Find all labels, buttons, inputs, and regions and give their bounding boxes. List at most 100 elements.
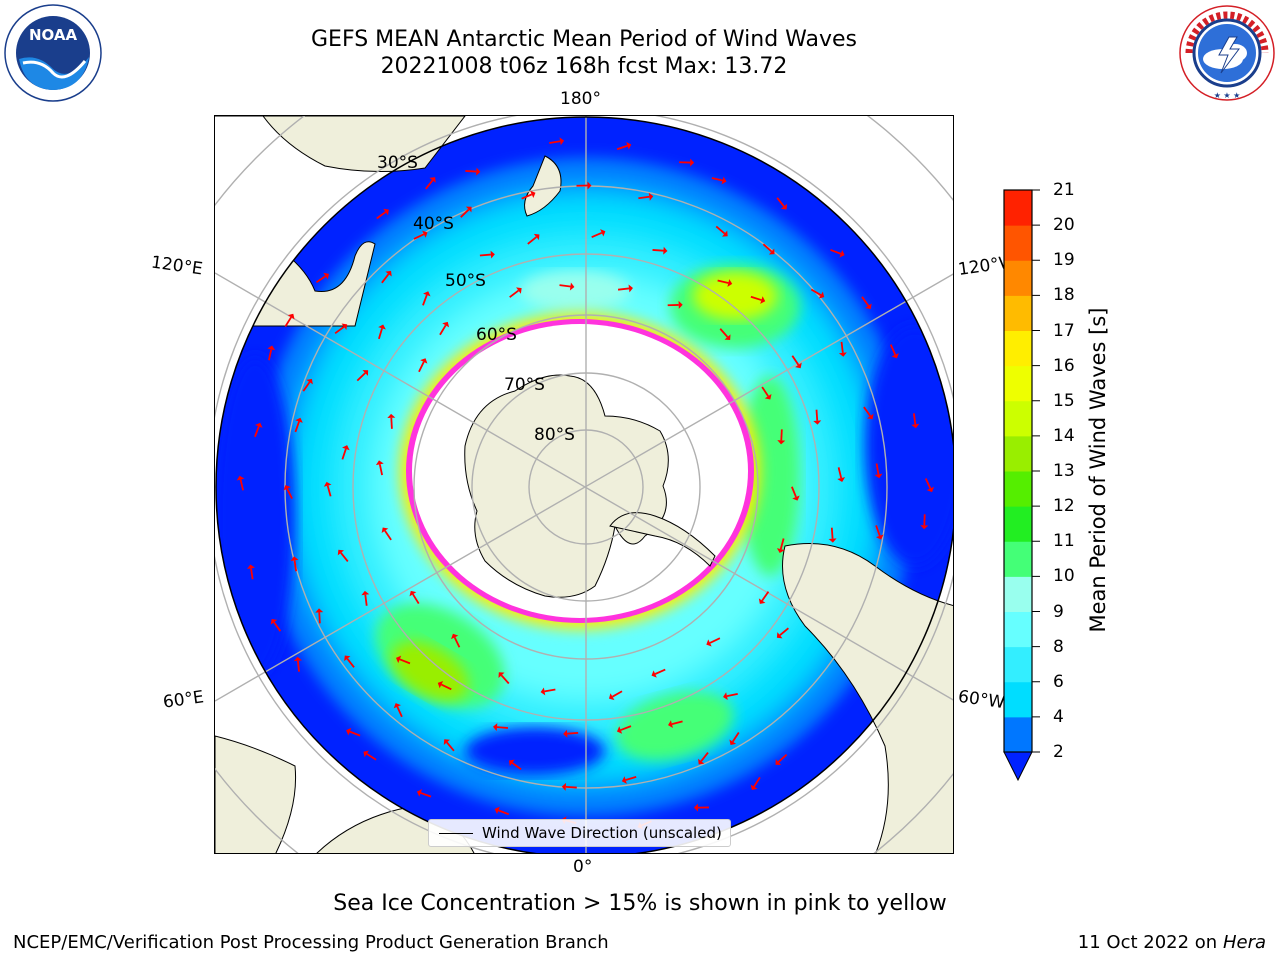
wave-arrow-shaft <box>791 486 797 498</box>
wave-arrow-head <box>530 190 536 199</box>
wave-arrow-head <box>337 549 345 556</box>
lon-label-180: 180° <box>560 89 601 109</box>
colorbar-band <box>1004 330 1032 367</box>
wave-arrow-shaft <box>446 741 455 752</box>
colorbar-band <box>1004 646 1032 683</box>
wave-arrow-shaft <box>638 195 650 200</box>
wave-arrow-head <box>508 759 515 767</box>
colorbar-band <box>1004 190 1032 226</box>
wave-arrow-shaft <box>239 479 244 491</box>
colorbar-band <box>1004 400 1032 437</box>
wave-arrow-shaft <box>366 753 377 761</box>
wave-arrow-shaft <box>521 193 533 200</box>
colorbar-band <box>1004 576 1032 612</box>
wave-arrow-head <box>267 345 276 351</box>
colorbar-tick-label: 13 <box>1053 461 1075 481</box>
wave-arrow-head <box>344 655 351 662</box>
wave-arrow-shaft <box>671 720 683 725</box>
wave-arrow-head <box>396 655 402 664</box>
colorbar-tick-label: 10 <box>1053 566 1075 587</box>
nws-logo-icon: ★ ★ ★ <box>1179 5 1275 101</box>
footer-date: 11 Oct 2022 on Hera <box>1078 932 1266 954</box>
wave-arrow-shaft <box>453 636 461 648</box>
wave-arrow-shaft <box>779 627 789 636</box>
wave-arrow-head <box>422 230 428 238</box>
wave-arrow-shaft <box>286 488 293 499</box>
wave-arrow-shaft <box>412 593 420 605</box>
wave-arrow-head <box>663 246 668 255</box>
wave-arrow-shaft <box>509 289 519 298</box>
wave-arrow-shaft <box>549 140 561 144</box>
wave-arrow-shaft <box>544 688 556 693</box>
wave-arrow-shaft <box>500 674 510 685</box>
wave-arrow-head <box>283 485 291 491</box>
wave-arrow-head <box>587 181 592 190</box>
wave-arrow-head <box>341 323 348 330</box>
wave-arrow-shaft <box>396 706 403 718</box>
wave-arrow-shaft <box>527 236 537 245</box>
wave-arrow-head <box>323 272 329 280</box>
wave-arrow-shaft <box>889 344 897 356</box>
wave-arrow-shaft <box>791 355 800 366</box>
wave-arrow-head <box>874 473 883 479</box>
wave-arrow-head <box>387 413 396 419</box>
wave-arrow-shaft <box>654 668 666 675</box>
colorbar-band <box>1004 471 1032 507</box>
wave-arrow-head <box>792 495 800 501</box>
lon-label-120e: 120°E <box>149 252 204 280</box>
colorbar-tick-label: 18 <box>1053 285 1075 306</box>
wave-arrow-shaft <box>250 568 254 580</box>
wave-arrow-head <box>818 291 825 299</box>
wave-arrow-shaft <box>815 409 819 421</box>
wave-arrow-shaft <box>715 225 726 235</box>
lon-label-60e: 60°E <box>161 687 206 713</box>
wave-arrow-shaft <box>616 144 628 151</box>
wave-arrow-head <box>498 672 505 678</box>
wave-arrow-head <box>516 287 522 294</box>
wave-arrow-shaft <box>268 349 273 361</box>
wave-arrow-shaft <box>378 328 383 340</box>
wave-arrow-shaft <box>837 467 843 479</box>
wave-arrow-shaft <box>349 730 361 737</box>
wave-arrow-head <box>490 250 495 259</box>
colorbar-tick-label: 16 <box>1053 355 1075 376</box>
wave-arrow-head <box>626 141 632 150</box>
wave-arrow-head <box>540 687 546 696</box>
wave-arrow-head <box>247 564 255 570</box>
wave-arrow-shaft <box>346 658 355 668</box>
wave-arrow-shaft <box>753 776 761 788</box>
wave-arrow-head <box>628 284 633 293</box>
wave-arrow-head <box>378 324 386 330</box>
wave-arrow-head <box>443 739 450 745</box>
wave-arrow-shaft <box>617 287 630 291</box>
colorbar-tick-label: 4 <box>1053 706 1064 727</box>
wave-arrow-shaft <box>620 725 632 731</box>
colorbar-tick-label: 21 <box>1053 180 1075 200</box>
wave-arrow-head <box>561 782 567 791</box>
wave-arrow-shaft <box>479 253 491 257</box>
colorbar-band <box>1004 611 1032 648</box>
wave-arrow-shaft <box>810 288 822 296</box>
wave-arrow-head <box>750 784 758 791</box>
figure-title: GEFS MEAN Antarctic Mean Period of Wind … <box>311 27 857 52</box>
wave-arrow-head <box>608 693 615 701</box>
wave-arrow-head <box>891 353 899 359</box>
wave-arrow-head <box>493 723 498 732</box>
wave-arrow-head <box>837 477 846 482</box>
wave-arrow-head <box>795 362 802 369</box>
wave-arrow-head <box>775 759 782 766</box>
wave-arrow-head <box>409 590 417 597</box>
colorbar-tick-label: 11 <box>1053 531 1075 552</box>
wave-arrow-head <box>393 703 401 709</box>
wave-arrow-shaft <box>780 429 783 441</box>
noaa-logo-icon: NOAA <box>4 4 102 102</box>
wave-arrow-shaft <box>273 621 282 632</box>
wave-arrow-head <box>920 525 929 530</box>
colorbar-band <box>1004 681 1032 718</box>
wave-arrow-head <box>813 420 822 425</box>
wave-arrow-shaft <box>750 295 762 301</box>
wave-arrow-head <box>776 632 783 639</box>
wave-arrow-head <box>494 806 500 815</box>
wave-arrow-head <box>290 556 299 561</box>
wave-arrow-head <box>727 279 733 287</box>
